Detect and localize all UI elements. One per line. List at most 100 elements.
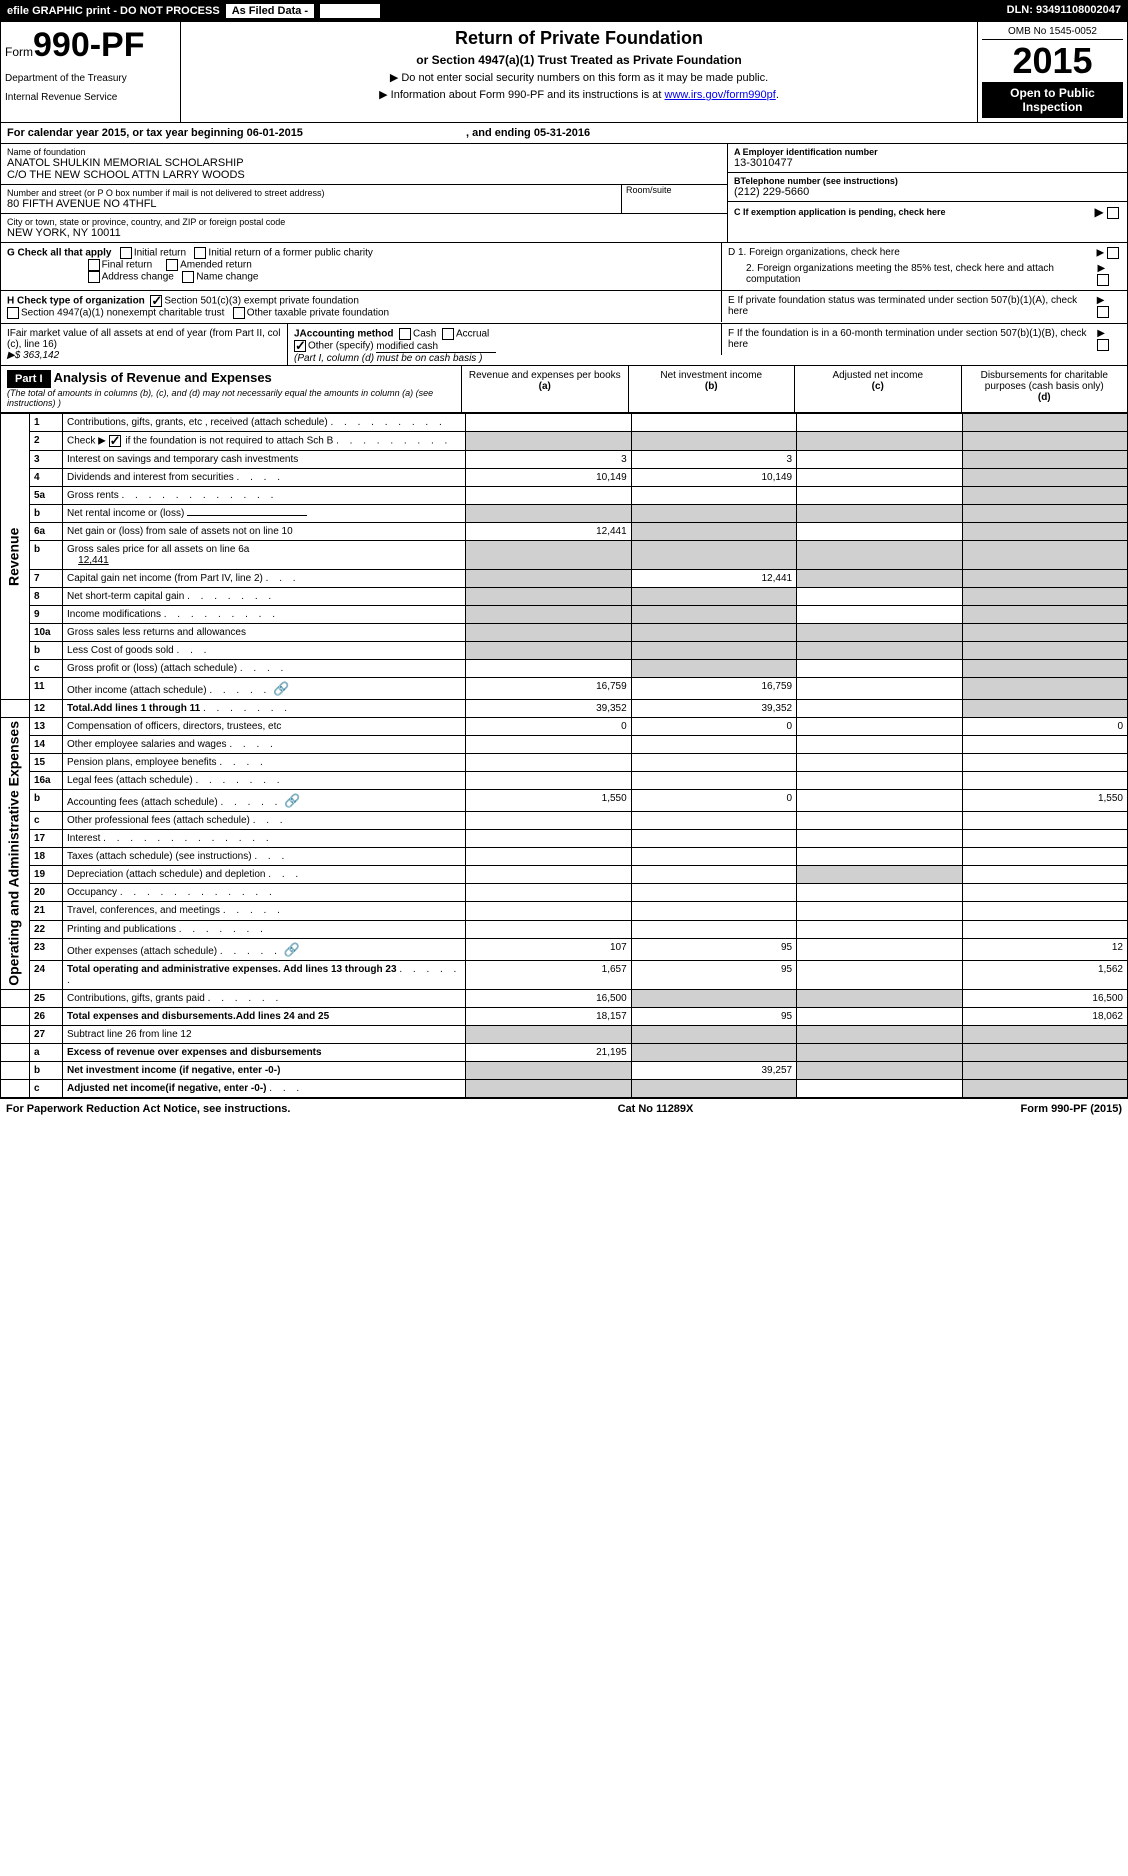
table-row: 3 Interest on savings and temporary cash… [1,451,1128,469]
dept-treasury: Department of the Treasury [5,73,176,84]
table-row: Operating and Administrative Expenses 13… [1,718,1128,736]
table-row: 25 Contributions, gifts, grants paid . .… [1,989,1128,1007]
table-row: c Other professional fees (attach schedu… [1,812,1128,830]
table-row: 10a Gross sales less returns and allowan… [1,624,1128,642]
ein-value: 13-3010477 [734,157,1121,169]
page-footer: For Paperwork Reduction Act Notice, see … [0,1098,1128,1119]
h-501c3-checkbox[interactable] [150,295,162,307]
table-row: 12 Total.Add lines 1 through 11 . . . . … [1,700,1128,718]
table-row: 17 Interest . . . . . . . . . . . . . [1,830,1128,848]
part1-sub: (The total of amounts in columns (b), (c… [7,388,455,408]
table-row: 16a Legal fees (attach schedule) . . . .… [1,772,1128,790]
calendar-year-row: For calendar year 2015, or tax year begi… [0,123,1128,144]
j-note: (Part I, column (d) must be on cash basi… [294,353,482,364]
table-row: 23 Other expenses (attach schedule) . . … [1,938,1128,960]
year-end: 05-31-2016 [534,127,590,139]
table-row: 19 Depreciation (attach schedule) and de… [1,866,1128,884]
efile-label: efile GRAPHIC print - DO NOT PROCESS [7,5,220,17]
form-prefix: Form [5,45,33,59]
col-c-header: Adjusted net income [832,370,923,381]
f-label: F If the foundation is in a 60-month ter… [728,328,1097,351]
asfiled-box: As Filed Data - [226,4,314,18]
j-accrual-checkbox[interactable] [442,328,454,340]
foundation-name1: ANATOL SHULKIN MEMORIAL SCHOLARSHIP [7,157,721,169]
table-row: c Adjusted net income(if negative, enter… [1,1079,1128,1097]
dln-label: DLN: 93491108002047 [1007,4,1121,18]
table-row: b Accounting fees (attach schedule) . . … [1,790,1128,812]
phone-label: BTelephone number (see instructions) [734,176,1121,186]
ein-label: A Employer identification number [734,147,1121,157]
g-addr-checkbox[interactable] [88,271,100,283]
table-row: 27 Subtract line 26 from line 12 [1,1025,1128,1043]
h-label: H Check type of organization [7,296,145,307]
form-header: Form990-PF Department of the Treasury In… [0,22,1128,123]
table-row: 8 Net short-term capital gain . . . . . … [1,588,1128,606]
top-black-bar: efile GRAPHIC print - DO NOT PROCESS As … [0,0,1128,22]
table-row: Revenue 1 Contributions, gifts, grants, … [1,414,1128,432]
g-amended-checkbox[interactable] [166,259,178,271]
form-instr2: ▶ Information about Form 990-PF and its … [187,88,971,101]
d2-label: 2. Foreign organizations meeting the 85%… [728,263,1097,286]
phone-value: (212) 229-5660 [734,186,1121,198]
e-checkbox[interactable] [1097,306,1109,318]
h-other-checkbox[interactable] [233,307,245,319]
irs-link[interactable]: www.irs.gov/form990pf [665,89,776,101]
addr-label: Number and street (or P O box number if … [7,188,621,198]
schb-checkbox[interactable] [109,435,121,447]
d2-checkbox[interactable] [1097,274,1109,286]
table-row: 21 Travel, conferences, and meetings . .… [1,902,1128,920]
year-begin: 06-01-2015 [247,127,303,139]
name-label: Name of foundation [7,147,721,157]
expenses-side-label: Operating and Administrative Expenses [1,718,30,990]
open-public-badge: Open to Public Inspection [982,82,1123,118]
j-cash-checkbox[interactable] [399,328,411,340]
table-row: 20 Occupancy . . . . . . . . . . . . [1,884,1128,902]
j-other-checkbox[interactable] [294,340,306,352]
part1-table: Revenue 1 Contributions, gifts, grants, … [0,413,1128,1098]
room-label: Room/suite [626,185,721,195]
table-row: a Excess of revenue over expenses and di… [1,1043,1128,1061]
g-initial-former-checkbox[interactable] [194,247,206,259]
f-checkbox[interactable] [1097,339,1109,351]
city-label: City or town, state or province, country… [7,217,721,227]
attachment-icon[interactable]: 🔗 [284,793,298,807]
footer-left: For Paperwork Reduction Act Notice, see … [6,1103,290,1115]
omb-number: OMB No 1545-0052 [982,26,1123,40]
foundation-name2: C/O THE NEW SCHOOL ATTN LARRY WOODS [7,169,721,181]
ij-row: IFair market value of all assets at end … [0,324,1128,366]
g-label: G Check all that apply [7,248,111,259]
table-row: 18 Taxes (attach schedule) (see instruct… [1,848,1128,866]
table-row: b Less Cost of goods sold . . . [1,642,1128,660]
g-check-row: G Check all that apply Initial return In… [0,243,1128,291]
form-title: Return of Private Foundation [187,28,971,49]
table-row: 4 Dividends and interest from securities… [1,469,1128,487]
table-row: b Gross sales price for all assets on li… [1,541,1128,570]
table-row: 11 Other income (attach schedule) . . . … [1,678,1128,700]
attachment-icon[interactable]: 🔗 [273,681,287,695]
table-row: 14 Other employee salaries and wages . .… [1,736,1128,754]
table-row: 15 Pension plans, employee benefits . . … [1,754,1128,772]
asfiled-blank [320,4,380,18]
form-instr1: ▶ Do not enter social security numbers o… [187,71,971,84]
j-other-value: modified cash [376,341,496,353]
g-name-checkbox[interactable] [182,271,194,283]
table-row: 9 Income modifications . . . . . . . . . [1,606,1128,624]
h-4947-checkbox[interactable] [7,307,19,319]
table-row: 2 Check ▶ if the foundation is not requi… [1,432,1128,451]
table-row: b Net investment income (if negative, en… [1,1061,1128,1079]
table-row: 26 Total expenses and disbursements.Add … [1,1007,1128,1025]
c-label: C If exemption application is pending, c… [734,207,946,217]
arrow-icon: ▶ [1094,205,1121,219]
i-value: ▶$ 363,142 [7,350,59,361]
part1-header-row: Part I Analysis of Revenue and Expenses … [0,366,1128,413]
foundation-addr: 80 FIFTH AVENUE NO 4THFL [7,198,621,210]
d1-checkbox[interactable] [1107,247,1119,259]
col-b-header: Net investment income [660,370,762,381]
attachment-icon[interactable]: 🔗 [284,942,298,956]
g-final-checkbox[interactable] [88,259,100,271]
g-initial-checkbox[interactable] [120,247,132,259]
tax-year: 2015 [982,40,1123,82]
c-checkbox[interactable] [1107,207,1119,219]
footer-mid: Cat No 11289X [618,1103,694,1115]
table-row: 24 Total operating and administrative ex… [1,960,1128,989]
